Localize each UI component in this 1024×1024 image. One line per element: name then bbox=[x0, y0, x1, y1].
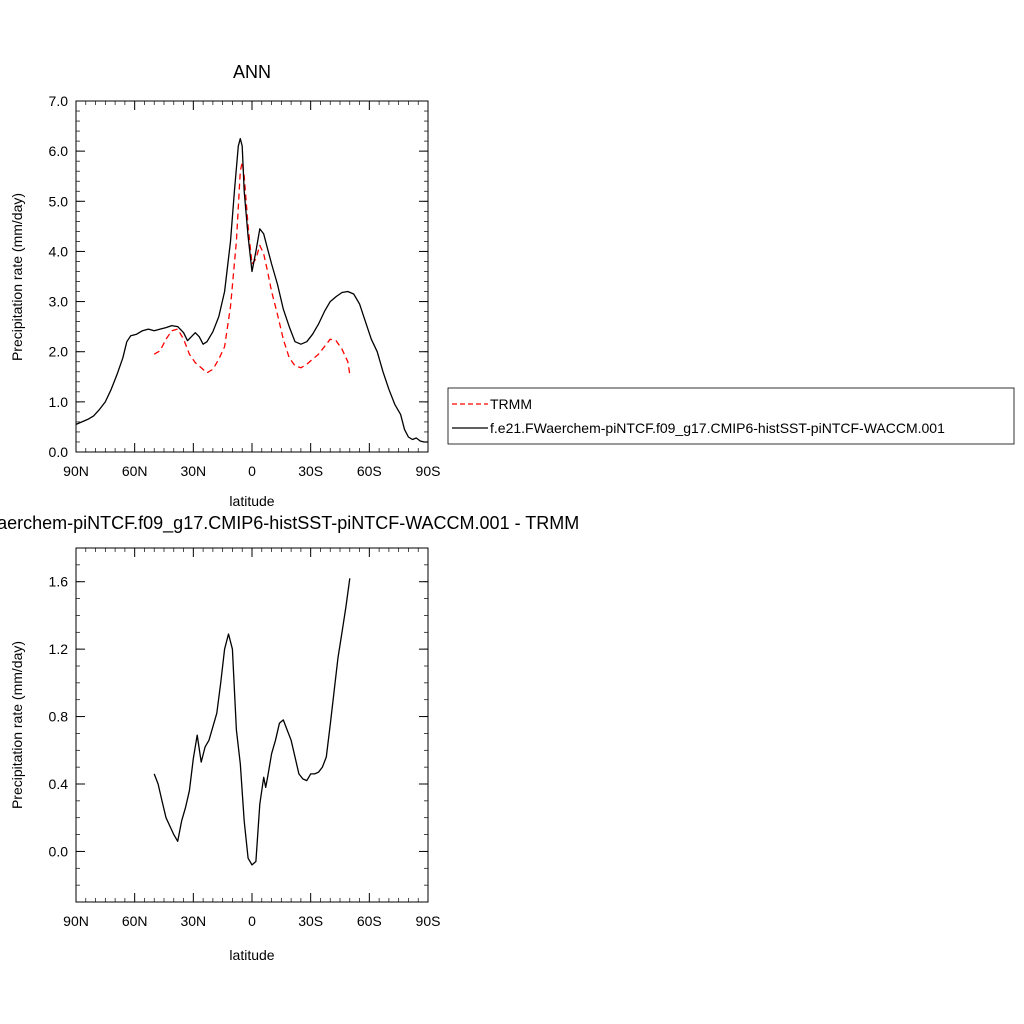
panel-2-series bbox=[153, 578, 351, 866]
panel-1-series bbox=[75, 137, 428, 443]
panel-2: f.e21.FWaerchem-piNTCF.f09_g17.CMIP6-his… bbox=[0, 513, 579, 963]
legend: TRMM f.e21.FWaerchem-piNTCF.f09_g17.CMIP… bbox=[447, 387, 1015, 445]
panel-1-ticks: 90N 60N 30N 0 30S 60S 90S 0.0 1.0 2.0 3.0 4.0 5.0 6.0… bbox=[49, 93, 441, 479]
y-tick-label: 3.0 bbox=[49, 294, 69, 310]
series-line-0 bbox=[153, 161, 351, 375]
panel-2-y-axis-label: Precipitation rate (mm/day) bbox=[9, 641, 25, 809]
x-tick-label: 30N bbox=[180, 913, 206, 929]
x-tick-label: 90N bbox=[63, 463, 89, 479]
panel-1-x-axis-label: latitude bbox=[229, 493, 274, 509]
panel-1-title: ANN bbox=[233, 62, 271, 82]
panel-2-x-axis-label: latitude bbox=[229, 947, 274, 963]
panel-2-ticks: 90N 60N 30N 0 30S 60S 90S 0.0 0.4 0.8 1.2 1.6 bbox=[49, 547, 441, 929]
panel-1-y-axis-label: Precipitation rate (mm/day) bbox=[9, 193, 25, 361]
y-tick-label: 4.0 bbox=[49, 243, 69, 259]
y-tick-label: 0.0 bbox=[49, 444, 69, 460]
y-tick-label: 1.0 bbox=[49, 394, 69, 410]
x-tick-label: 60N bbox=[122, 913, 148, 929]
series-line-1 bbox=[75, 137, 428, 443]
y-tick-label: 0.8 bbox=[49, 709, 69, 725]
series-line-0 bbox=[153, 578, 351, 866]
x-tick-label: 0 bbox=[248, 913, 256, 929]
x-tick-label: 30S bbox=[298, 913, 323, 929]
x-tick-label: 90S bbox=[416, 913, 441, 929]
x-tick-label: 30S bbox=[298, 463, 323, 479]
panel-2-frame bbox=[75, 547, 429, 903]
x-tick-label: 60S bbox=[357, 913, 382, 929]
y-tick-label: 0.4 bbox=[49, 776, 69, 792]
legend-label-model: f.e21.FWaerchem-piNTCF.f09_g17.CMIP6-his… bbox=[490, 420, 945, 436]
panel-1: ANN 90N 60N 30N 0 30S 60S 90S 0.0 1.0 2.0 3.0 4.0 5.… bbox=[9, 62, 440, 509]
y-tick-label: 5.0 bbox=[49, 193, 69, 209]
legend-label-trmm: TRMM bbox=[490, 396, 532, 412]
panel-1-frame bbox=[75, 100, 429, 453]
y-tick-label: 6.0 bbox=[49, 143, 69, 159]
y-tick-label: 1.2 bbox=[49, 641, 69, 657]
x-tick-label: 30N bbox=[180, 463, 206, 479]
y-tick-label: 7.0 bbox=[49, 93, 69, 109]
legend-box bbox=[447, 387, 1015, 445]
panel-2-title: f.e21.FWaerchem-piNTCF.f09_g17.CMIP6-his… bbox=[0, 513, 579, 534]
y-tick-label: 0.0 bbox=[49, 843, 69, 859]
x-tick-label: 90N bbox=[63, 913, 89, 929]
x-tick-label: 0 bbox=[248, 463, 256, 479]
x-tick-label: 60S bbox=[357, 463, 382, 479]
y-tick-label: 1.6 bbox=[49, 574, 69, 590]
x-tick-label: 90S bbox=[416, 463, 441, 479]
y-tick-label: 2.0 bbox=[49, 344, 69, 360]
x-tick-label: 60N bbox=[122, 463, 148, 479]
